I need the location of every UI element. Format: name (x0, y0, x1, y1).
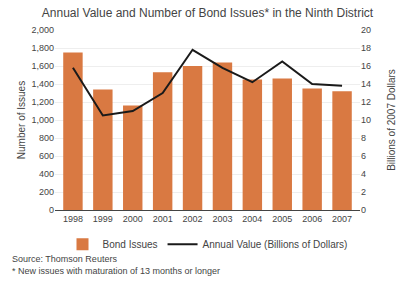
svg-text:Source: Thomson Reuters: Source: Thomson Reuters (12, 254, 117, 264)
svg-text:600: 600 (39, 151, 54, 161)
svg-text:800: 800 (39, 133, 54, 143)
svg-text:200: 200 (39, 187, 54, 197)
svg-text:400: 400 (39, 169, 54, 179)
svg-text:1998: 1998 (63, 214, 83, 224)
svg-text:1,400: 1,400 (31, 79, 54, 89)
svg-text:6: 6 (361, 151, 366, 161)
svg-text:4: 4 (361, 169, 366, 179)
svg-text:0: 0 (49, 205, 54, 215)
svg-text:2,000: 2,000 (31, 25, 54, 35)
svg-text:2: 2 (361, 187, 366, 197)
svg-text:Number of Issues: Number of Issues (16, 81, 27, 159)
svg-text:2000: 2000 (123, 214, 143, 224)
svg-text:10: 10 (361, 115, 371, 125)
svg-text:2003: 2003 (212, 214, 232, 224)
svg-text:18: 18 (361, 43, 371, 53)
svg-text:1,600: 1,600 (31, 61, 54, 71)
svg-text:* New issues with maturation o: * New issues with maturation of 13 month… (12, 266, 220, 276)
svg-text:0: 0 (361, 205, 366, 215)
svg-text:16: 16 (361, 61, 371, 71)
svg-text:2006: 2006 (302, 214, 322, 224)
svg-text:1,800: 1,800 (31, 43, 54, 53)
svg-text:2004: 2004 (242, 214, 262, 224)
svg-text:2007: 2007 (332, 214, 352, 224)
svg-text:Bond Issues: Bond Issues (103, 239, 158, 250)
svg-text:14: 14 (361, 79, 371, 89)
svg-text:1,200: 1,200 (31, 97, 54, 107)
svg-text:1999: 1999 (93, 214, 113, 224)
svg-text:1,000: 1,000 (31, 115, 54, 125)
svg-text:20: 20 (361, 25, 371, 35)
svg-text:Annual Value (Billions of Doll: Annual Value (Billions of Dollars) (203, 239, 348, 250)
svg-text:8: 8 (361, 133, 366, 143)
svg-text:12: 12 (361, 97, 371, 107)
svg-text:2002: 2002 (183, 214, 203, 224)
svg-text:Billions of 2007 Dollars: Billions of 2007 Dollars (386, 69, 397, 171)
svg-text:2005: 2005 (272, 214, 292, 224)
svg-text:2001: 2001 (153, 214, 173, 224)
svg-text:Annual Value and Number of Bon: Annual Value and Number of Bond Issues* … (42, 6, 374, 20)
